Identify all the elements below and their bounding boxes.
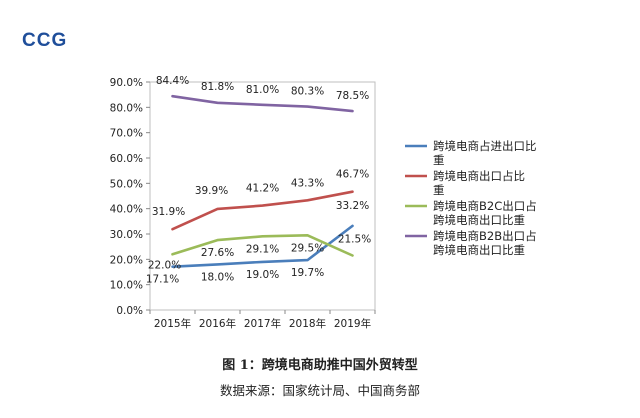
ccg-logo: CCG <box>22 30 68 51</box>
legend-label: 跨境电商B2C出口占 <box>433 199 537 213</box>
line-chart: 0.0% 10.0% 20.0% 30.0% 40.0% 50.0% 60.0% 70.0% 8… <box>110 75 537 330</box>
x-tick-label: 2019年 <box>334 317 371 330</box>
y-tick-label: 40.0% <box>110 204 143 216</box>
plot-area <box>149 81 376 311</box>
y-tick-label: 70.0% <box>110 128 143 140</box>
data-source: 数据来源：国家统计局、中国商务部 <box>219 383 420 398</box>
figure-caption: 图 1：跨境电商助推中国外贸转型 <box>222 358 418 373</box>
series-line <box>171 234 354 257</box>
legend-label: 跨境电商出口比重 <box>433 213 525 227</box>
data-label: 81.8% <box>201 81 234 93</box>
data-label: 29.5% <box>291 242 324 254</box>
data-label: 18.0% <box>201 271 234 283</box>
y-tick-label: 30.0% <box>110 229 143 241</box>
data-label: 46.7% <box>336 169 369 181</box>
data-label: 27.6% <box>201 247 234 259</box>
data-label: 19.0% <box>246 269 279 281</box>
legend-label: 重 <box>433 183 445 197</box>
data-label: 80.3% <box>291 86 324 98</box>
y-tick-label: 20.0% <box>110 254 143 266</box>
data-label: 17.1% <box>146 274 179 286</box>
legend-label: 跨境电商出口比重 <box>433 243 525 257</box>
data-label: 43.3% <box>291 177 324 189</box>
data-label: 78.5% <box>336 90 369 102</box>
series-line <box>171 94 354 113</box>
data-label: 29.1% <box>246 243 279 255</box>
series-line <box>171 224 354 269</box>
data-label: 21.5% <box>338 234 371 246</box>
y-tick-label: 0.0% <box>116 305 143 317</box>
data-label: 33.2% <box>336 200 369 212</box>
y-tick-label: 90.0% <box>110 77 143 89</box>
data-label: 31.9% <box>152 206 185 218</box>
legend-label: 重 <box>433 153 445 167</box>
data-label: 81.0% <box>246 84 279 96</box>
y-tick-label: 60.0% <box>110 153 143 165</box>
y-tick-label: 10.0% <box>110 280 143 292</box>
legend-label: 跨境电商出口占比 <box>433 169 525 183</box>
data-label: 84.4% <box>156 75 189 87</box>
data-label: 22.0% <box>148 259 181 271</box>
y-tick-label: 80.0% <box>110 102 143 114</box>
data-label: 41.2% <box>246 183 279 195</box>
legend-label: 跨境电商占进出口比 <box>433 139 537 153</box>
data-label: 19.7% <box>291 267 324 279</box>
series-line <box>171 190 354 231</box>
x-tick-label: 2015年 <box>154 317 191 330</box>
legend-label: 跨境电商B2B出口占 <box>433 229 537 243</box>
data-label: 39.9% <box>195 185 228 197</box>
y-tick-label: 50.0% <box>110 178 143 190</box>
x-tick-label: 2017年 <box>244 317 281 330</box>
x-tick-label: 2016年 <box>199 317 236 330</box>
x-tick-label: 2018年 <box>289 317 326 330</box>
